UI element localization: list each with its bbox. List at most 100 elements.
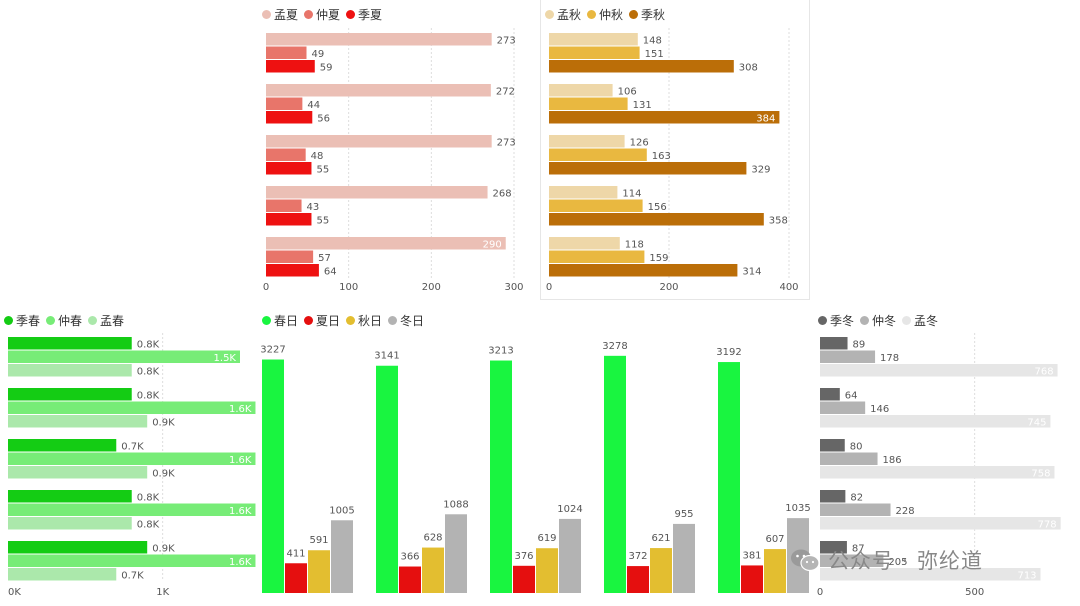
bar-孟秋 xyxy=(549,237,620,250)
bar-孟冬 xyxy=(820,517,1061,530)
x-tick-label: 0K xyxy=(8,587,21,598)
data-label: 273 xyxy=(497,138,516,149)
bar-仲冬 xyxy=(820,554,884,567)
bar-仲春 xyxy=(8,350,240,363)
bar-季秋 xyxy=(549,213,764,226)
legend-dot xyxy=(818,316,827,325)
legend-dot xyxy=(629,10,639,19)
bar-仲秋 xyxy=(549,250,645,263)
data-label: 87 xyxy=(852,544,865,555)
legend-dot xyxy=(262,316,271,325)
bar-仲冬 xyxy=(820,350,876,363)
bar-孟秋 xyxy=(549,186,618,199)
data-label: 607 xyxy=(765,534,784,545)
legend-item-jidong[interactable]: 季冬 xyxy=(818,312,854,329)
day-legend: 春日 夏日 秋日 冬日 xyxy=(262,312,430,329)
data-label: 0.9K xyxy=(152,469,175,480)
data-label: 205 xyxy=(888,557,907,568)
legend-item-qiuri[interactable]: 秋日 xyxy=(346,312,382,329)
column-春日 xyxy=(604,355,626,593)
data-label: 366 xyxy=(400,552,419,563)
bar-仲春 xyxy=(8,401,256,414)
data-label: 3141 xyxy=(374,351,399,362)
bar-仲秋 xyxy=(549,97,628,110)
data-label: 148 xyxy=(643,36,662,47)
data-label: 3213 xyxy=(488,346,513,357)
legend-item-dongri[interactable]: 冬日 xyxy=(388,312,424,329)
legend-item-jixia[interactable]: 季夏 xyxy=(346,6,382,23)
spring-legend: 季春 仲春 孟春 xyxy=(4,312,130,329)
legend-item-mengxia[interactable]: 孟夏 xyxy=(262,6,298,23)
day-column-chart: 3227 411 591 1005 3141 366 628 1088 3213 376 619 10… xyxy=(260,341,811,593)
data-label: 619 xyxy=(537,533,556,544)
data-label: 372 xyxy=(628,551,647,562)
legend-item-zhongxia[interactable]: 仲夏 xyxy=(304,6,340,23)
legend-item-xiari[interactable]: 夏日 xyxy=(304,312,340,329)
bar-季夏 xyxy=(266,162,312,175)
data-label: 628 xyxy=(423,533,442,544)
x-tick-label: 0 xyxy=(546,282,552,293)
bar-仲夏 xyxy=(266,97,303,110)
legend-dot xyxy=(902,316,912,325)
bar-仲春 xyxy=(8,452,256,465)
x-tick-label: 200 xyxy=(422,282,441,293)
column-春日 xyxy=(718,362,740,593)
data-label: 758 xyxy=(1031,469,1050,480)
bar-季冬 xyxy=(820,541,847,554)
data-label: 1035 xyxy=(785,503,810,514)
bar-仲春 xyxy=(8,503,256,516)
bar-仲冬 xyxy=(820,401,866,414)
column-秋日 xyxy=(308,550,330,593)
data-label: 1088 xyxy=(443,499,468,510)
data-label: 411 xyxy=(286,548,305,559)
legend-item-zhongdong[interactable]: 仲冬 xyxy=(860,312,896,329)
bar-孟冬 xyxy=(820,466,1055,479)
bar-孟夏 xyxy=(266,237,506,250)
data-label: 151 xyxy=(645,49,664,60)
bar-季春 xyxy=(8,490,132,503)
bar-孟冬 xyxy=(820,364,1058,377)
data-label: 178 xyxy=(880,353,899,364)
column-冬日 xyxy=(673,523,695,593)
data-label: 118 xyxy=(625,240,644,251)
bar-仲春 xyxy=(8,554,256,567)
legend-item-mengqiu[interactable]: 孟秋 xyxy=(545,6,581,23)
legend-item-mengchun[interactable]: 孟春 xyxy=(88,312,124,329)
legend-dot xyxy=(587,10,597,19)
legend-dot xyxy=(304,10,314,19)
legend-label: 孟春 xyxy=(100,314,125,328)
bar-季夏 xyxy=(266,60,315,73)
x-tick-label: 1K xyxy=(156,587,169,598)
data-label: 3192 xyxy=(716,347,741,358)
data-label: 64 xyxy=(845,391,858,402)
data-label: 0.8K xyxy=(137,340,160,351)
spring-chart-panel: 季春 仲春 孟春 0K 1K 0.8K 1.5K 0.8K 0.8K 1.6K 0.9K 0.7… xyxy=(0,305,256,606)
column-夏日 xyxy=(399,566,421,593)
legend-item-mengdong[interactable]: 孟冬 xyxy=(902,312,938,329)
bar-季夏 xyxy=(266,264,319,277)
data-label: 82 xyxy=(850,493,863,504)
column-夏日 xyxy=(627,566,649,593)
data-label: 59 xyxy=(320,63,333,74)
autumn-legend: 孟秋 仲秋 季秋 xyxy=(545,6,671,23)
data-label: 381 xyxy=(742,550,761,561)
data-label: 114 xyxy=(622,189,641,200)
bar-季冬 xyxy=(820,337,848,350)
legend-label: 孟冬 xyxy=(914,314,939,328)
x-tick-label: 200 xyxy=(659,282,678,293)
data-label: 376 xyxy=(514,551,533,562)
legend-item-zhongchun[interactable]: 仲春 xyxy=(46,312,82,329)
bar-孟春 xyxy=(8,364,132,377)
data-label: 228 xyxy=(896,506,915,517)
bar-仲秋 xyxy=(549,199,643,212)
legend-item-zhongqiu[interactable]: 仲秋 xyxy=(587,6,623,23)
x-tick-label: 300 xyxy=(504,282,523,293)
legend-item-jichun[interactable]: 季春 xyxy=(4,312,40,329)
legend-item-jiqiu[interactable]: 季秋 xyxy=(629,6,665,23)
legend-label: 季春 xyxy=(16,314,41,328)
legend-item-chunri[interactable]: 春日 xyxy=(262,312,298,329)
bar-季春 xyxy=(8,541,148,554)
bar-仲秋 xyxy=(549,46,640,59)
column-秋日 xyxy=(650,548,672,593)
legend-label: 孟夏 xyxy=(274,8,299,22)
